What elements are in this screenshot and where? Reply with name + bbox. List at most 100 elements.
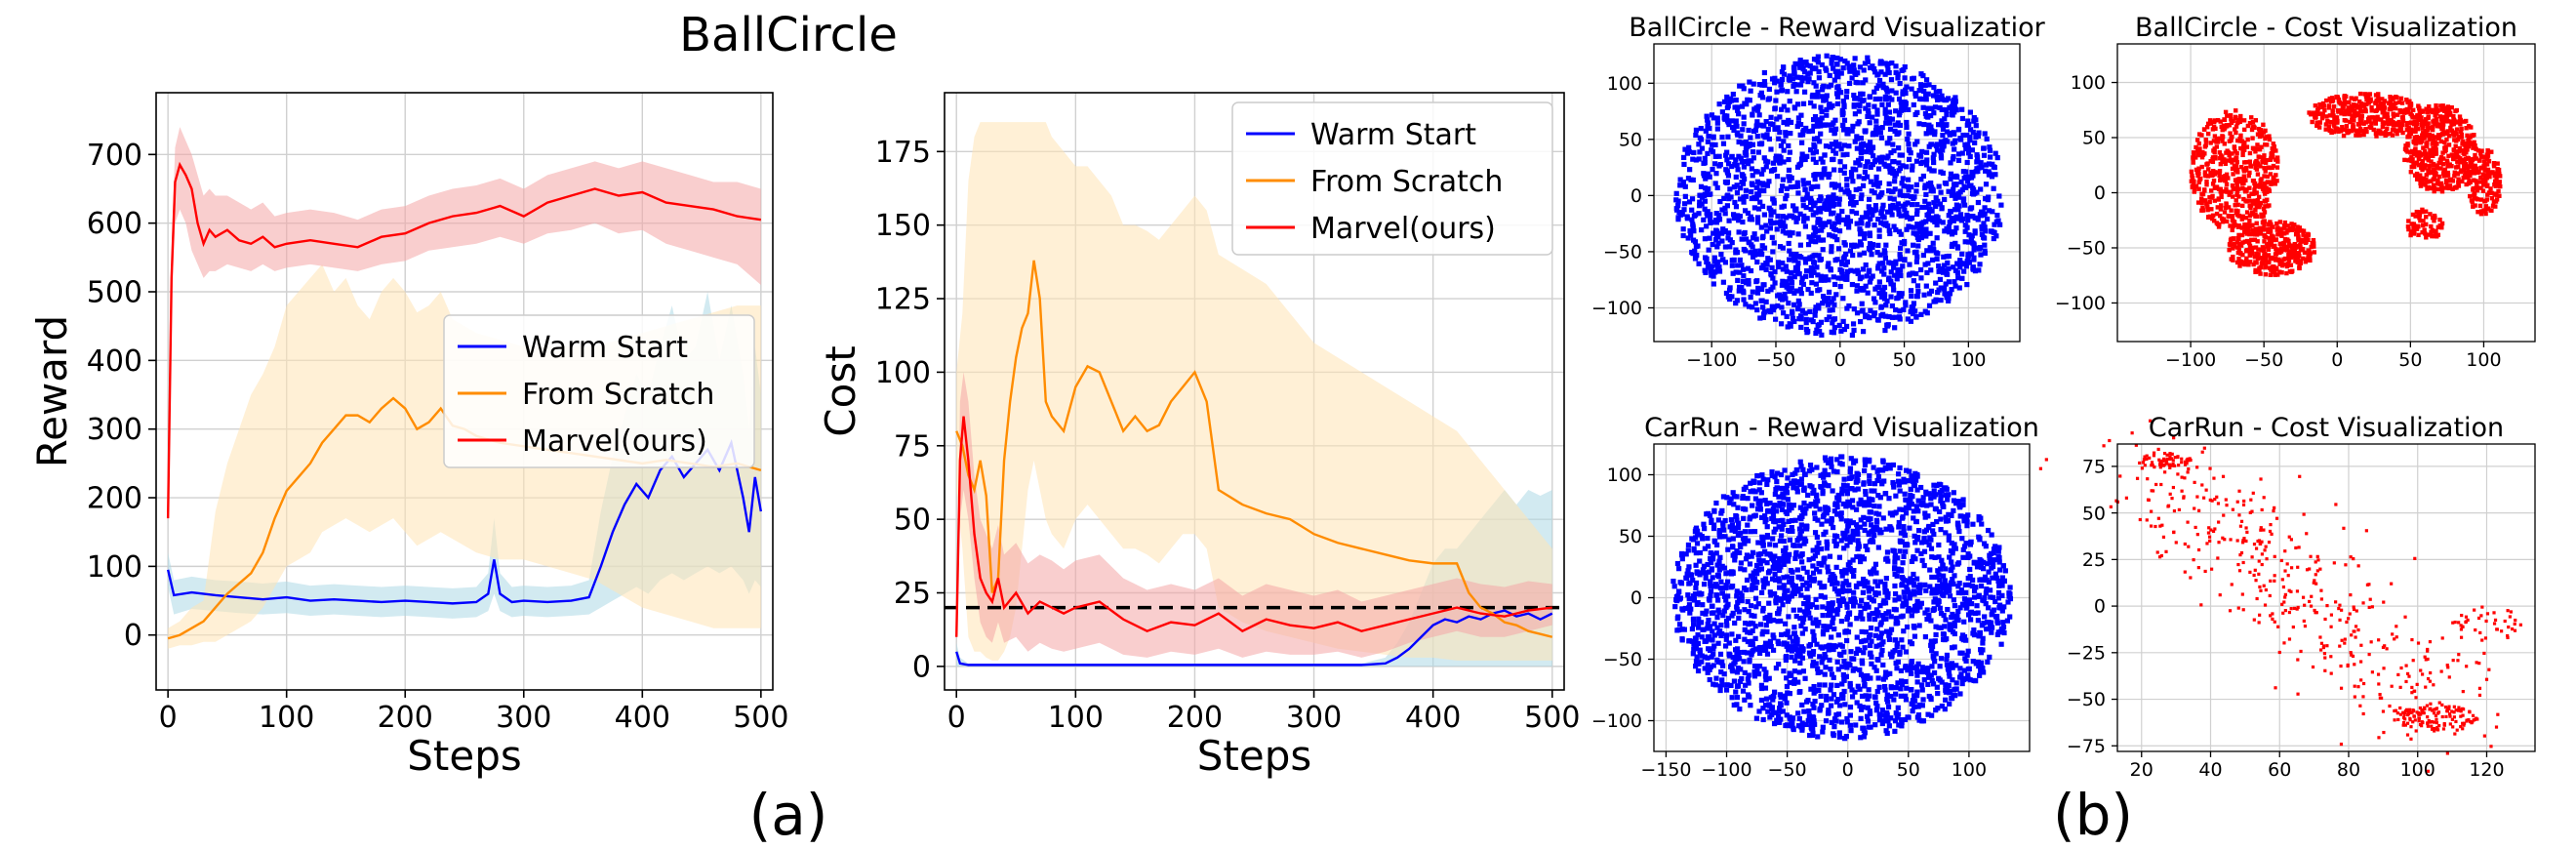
- scatter-point: [1760, 304, 1766, 310]
- scatter-point: [1934, 518, 1940, 525]
- scatter-point: [1889, 303, 1895, 309]
- scatter-point: [2197, 178, 2202, 182]
- scatter-point: [2437, 222, 2442, 228]
- scatter-point: [1740, 688, 1747, 694]
- scatter-point: [2225, 189, 2230, 194]
- scatter-point: [1734, 107, 1741, 113]
- scatter-point: [2485, 206, 2491, 211]
- scatter-point: [1878, 220, 1884, 225]
- scatter-point: [2472, 171, 2477, 176]
- scatter-point: [1921, 292, 1927, 298]
- scatter-point: [2230, 227, 2234, 233]
- scatter-point: [1801, 69, 1808, 75]
- scatter-point: [1811, 103, 1817, 109]
- scatter-point: [2200, 191, 2206, 197]
- scatter-point: [1838, 569, 1845, 575]
- scatter-point: [1893, 259, 1899, 264]
- scatter-point: [1840, 152, 1846, 158]
- scatter-point: [1792, 517, 1798, 523]
- scatter-point: [2409, 127, 2414, 132]
- scatter-point: [2256, 247, 2261, 252]
- scatter-point: [2247, 247, 2252, 252]
- scatter-point: [1906, 131, 1912, 137]
- scatter-point: [1923, 162, 1930, 168]
- scatter-point: [2258, 264, 2264, 270]
- scatter-point: [1731, 127, 1737, 134]
- scatter-point: [2483, 211, 2488, 217]
- scatter-point: [1854, 243, 1860, 249]
- scatter-point: [1876, 290, 1882, 296]
- scatter-point: [1761, 123, 1767, 129]
- scatter-point: [1874, 111, 1880, 117]
- scatter-point: [2229, 136, 2234, 141]
- scatter-point: [2331, 121, 2337, 126]
- scatter-point: [2228, 223, 2233, 228]
- scatter-point: [1950, 141, 1955, 146]
- scatter-point: [2434, 151, 2438, 156]
- scatter-point: [1866, 102, 1872, 108]
- scatter-point: [1841, 103, 1847, 110]
- scatter-point: [2202, 144, 2208, 149]
- scatter-point: [1705, 150, 1711, 156]
- scatter-point: [1951, 130, 1956, 136]
- scatter-point: [1940, 265, 1946, 272]
- scatter-point: [1961, 633, 1968, 640]
- y-tick-label: 700: [87, 139, 142, 173]
- scatter-point: [1879, 268, 1885, 274]
- scatter-point: [1871, 311, 1877, 317]
- scatter-point: [2316, 125, 2322, 130]
- scatter-point: [2453, 143, 2458, 148]
- scatter-title: BallCircle - Cost Visualization: [2135, 13, 2517, 43]
- scatter-point: [1680, 232, 1686, 239]
- scatter-point: [2361, 121, 2366, 126]
- scatter-point: [1924, 212, 1930, 218]
- scatter-point: [1850, 123, 1856, 129]
- scatter-point: [1690, 237, 1697, 243]
- scatter-point: [2431, 124, 2435, 129]
- scatter-point: [1939, 93, 1945, 99]
- scatter-point: [1928, 267, 1934, 273]
- scatter-point: [2241, 196, 2246, 202]
- scatter-point: [1949, 231, 1955, 237]
- scatter-point: [2471, 204, 2475, 209]
- scatter-point: [1914, 208, 1920, 214]
- scatter-point: [2220, 135, 2226, 140]
- scatter-point: [1939, 144, 1946, 150]
- scatter-point: [1769, 576, 1776, 582]
- scatter-point: [2385, 112, 2390, 117]
- scatter-point: [2225, 113, 2230, 118]
- scatter-point: [1889, 116, 1895, 122]
- scatter-point: [1875, 473, 1882, 480]
- scatter-point: [1737, 678, 1743, 684]
- scatter-point: [1848, 649, 1854, 655]
- scatter-point: [1689, 638, 1695, 644]
- scatter-point: [2295, 260, 2300, 264]
- scatter-point: [1859, 145, 1865, 151]
- scatter-point: [2430, 227, 2435, 233]
- scatter-point: [2379, 131, 2384, 137]
- scatter-point: [1886, 260, 1892, 265]
- scatter-point: [1847, 201, 1854, 207]
- scatter-point: [1849, 656, 1855, 662]
- scatter-point: [2263, 128, 2268, 134]
- scatter-point: [1837, 159, 1843, 165]
- scatter-point: [2408, 229, 2414, 234]
- scatter-point: [2275, 248, 2281, 253]
- scatter-point: [1746, 303, 1752, 309]
- scatter-point: [1967, 206, 1973, 212]
- scatter-point: [1896, 291, 1902, 297]
- scatter-point: [1687, 167, 1693, 173]
- scatter-point: [1816, 198, 1822, 204]
- scatter-point: [2202, 127, 2207, 132]
- scatter-point: [1902, 207, 1908, 213]
- scatter-point: [1911, 224, 1916, 230]
- scatter-point: [1686, 149, 1692, 155]
- scatter-point: [2245, 222, 2251, 227]
- scatter-point: [2224, 182, 2230, 186]
- scatter-point: [1760, 314, 1766, 321]
- scatter-point: [2248, 203, 2254, 208]
- scatter-point: [2478, 212, 2484, 217]
- scatter-point: [2451, 122, 2457, 127]
- scatter-point: [1811, 123, 1817, 129]
- scatter-point: [1818, 277, 1824, 283]
